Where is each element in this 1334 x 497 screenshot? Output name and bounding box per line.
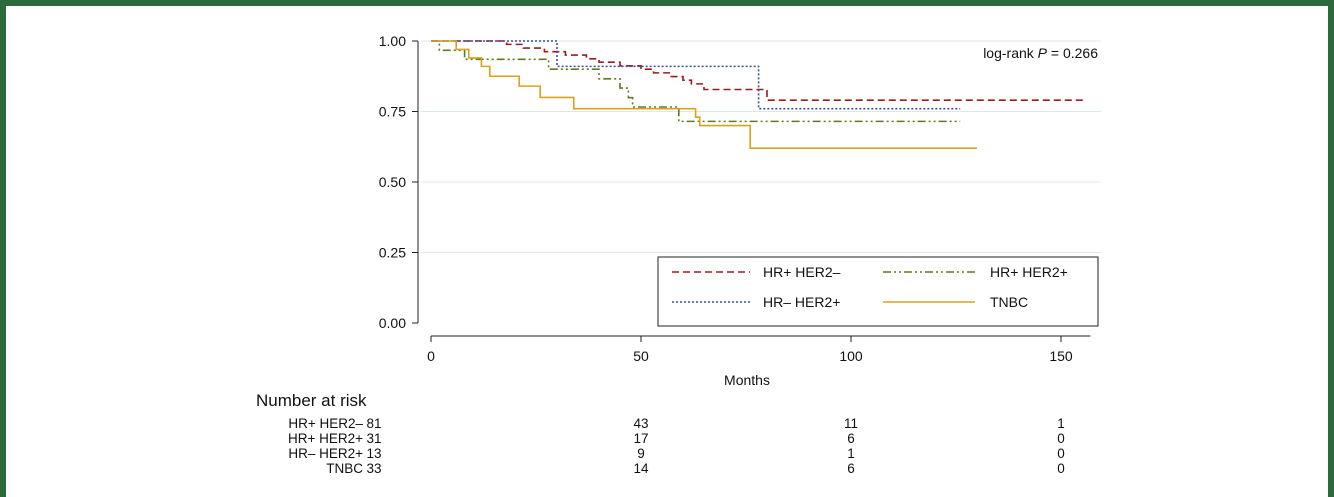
- risk-row-label: HR+ HER2+: [288, 431, 363, 446]
- risk-value: 31: [366, 431, 381, 446]
- y-tick-label: 0.00: [379, 315, 406, 331]
- legend-label: HR– HER2+: [763, 294, 840, 310]
- risk-value: 9: [637, 446, 645, 461]
- risk-value: 81: [366, 416, 381, 431]
- risk-value: 13: [366, 446, 381, 461]
- risk-value: 1: [847, 446, 855, 461]
- legend-label: TNBC: [990, 294, 1028, 310]
- survival-curves: [431, 40, 1087, 149]
- risk-value: 17: [633, 431, 648, 446]
- risk-row-label: HR+ HER2–: [288, 416, 363, 431]
- p-symbol: P: [1038, 45, 1048, 61]
- series-line: [431, 40, 961, 123]
- y-tick-label: 0.50: [379, 174, 406, 190]
- legend-label: HR+ HER2–: [763, 264, 841, 280]
- x-tick-label: 50: [633, 348, 649, 364]
- axes: 0.00 0.25 0.50 0.75 1.00 0 50 100 150: [379, 33, 1091, 364]
- legend: HR+ HER2– HR+ HER2+ HR– HER2+ TNBC: [657, 256, 1099, 327]
- risk-value: 0: [1057, 431, 1065, 446]
- x-axis-label: Months: [724, 372, 770, 388]
- risk-value: 14: [633, 461, 649, 476]
- risk-value: 6: [847, 461, 855, 476]
- y-tick-label: 0.25: [379, 245, 406, 261]
- risk-value: 33: [366, 461, 381, 476]
- x-tick-label: 0: [427, 348, 435, 364]
- log-rank-prefix: log-rank: [983, 45, 1037, 61]
- log-rank-annotation: log-rank P = 0.266: [983, 45, 1098, 61]
- risk-row-label: TNBC: [326, 461, 363, 476]
- risk-value: 11: [844, 416, 858, 431]
- x-tick-label: 100: [839, 348, 863, 364]
- series-line: [431, 40, 977, 149]
- grid-lines: [421, 40, 1101, 253]
- series-line: [431, 40, 961, 110]
- risk-value: 43: [633, 416, 648, 431]
- legend-label: HR+ HER2+: [990, 264, 1068, 280]
- p-value: = 0.266: [1047, 45, 1098, 61]
- risk-row-label: HR– HER2+: [288, 446, 363, 461]
- risk-table-title: Number at risk: [256, 391, 367, 410]
- risk-value: 6: [847, 431, 855, 446]
- y-tick-label: 1.00: [379, 33, 406, 49]
- x-tick-label: 150: [1049, 348, 1073, 364]
- legend-box: [657, 256, 1099, 327]
- risk-value: 0: [1057, 461, 1065, 476]
- risk-value: 1: [1057, 416, 1065, 431]
- y-tick-label: 0.75: [379, 104, 406, 120]
- risk-value: 0: [1057, 446, 1065, 461]
